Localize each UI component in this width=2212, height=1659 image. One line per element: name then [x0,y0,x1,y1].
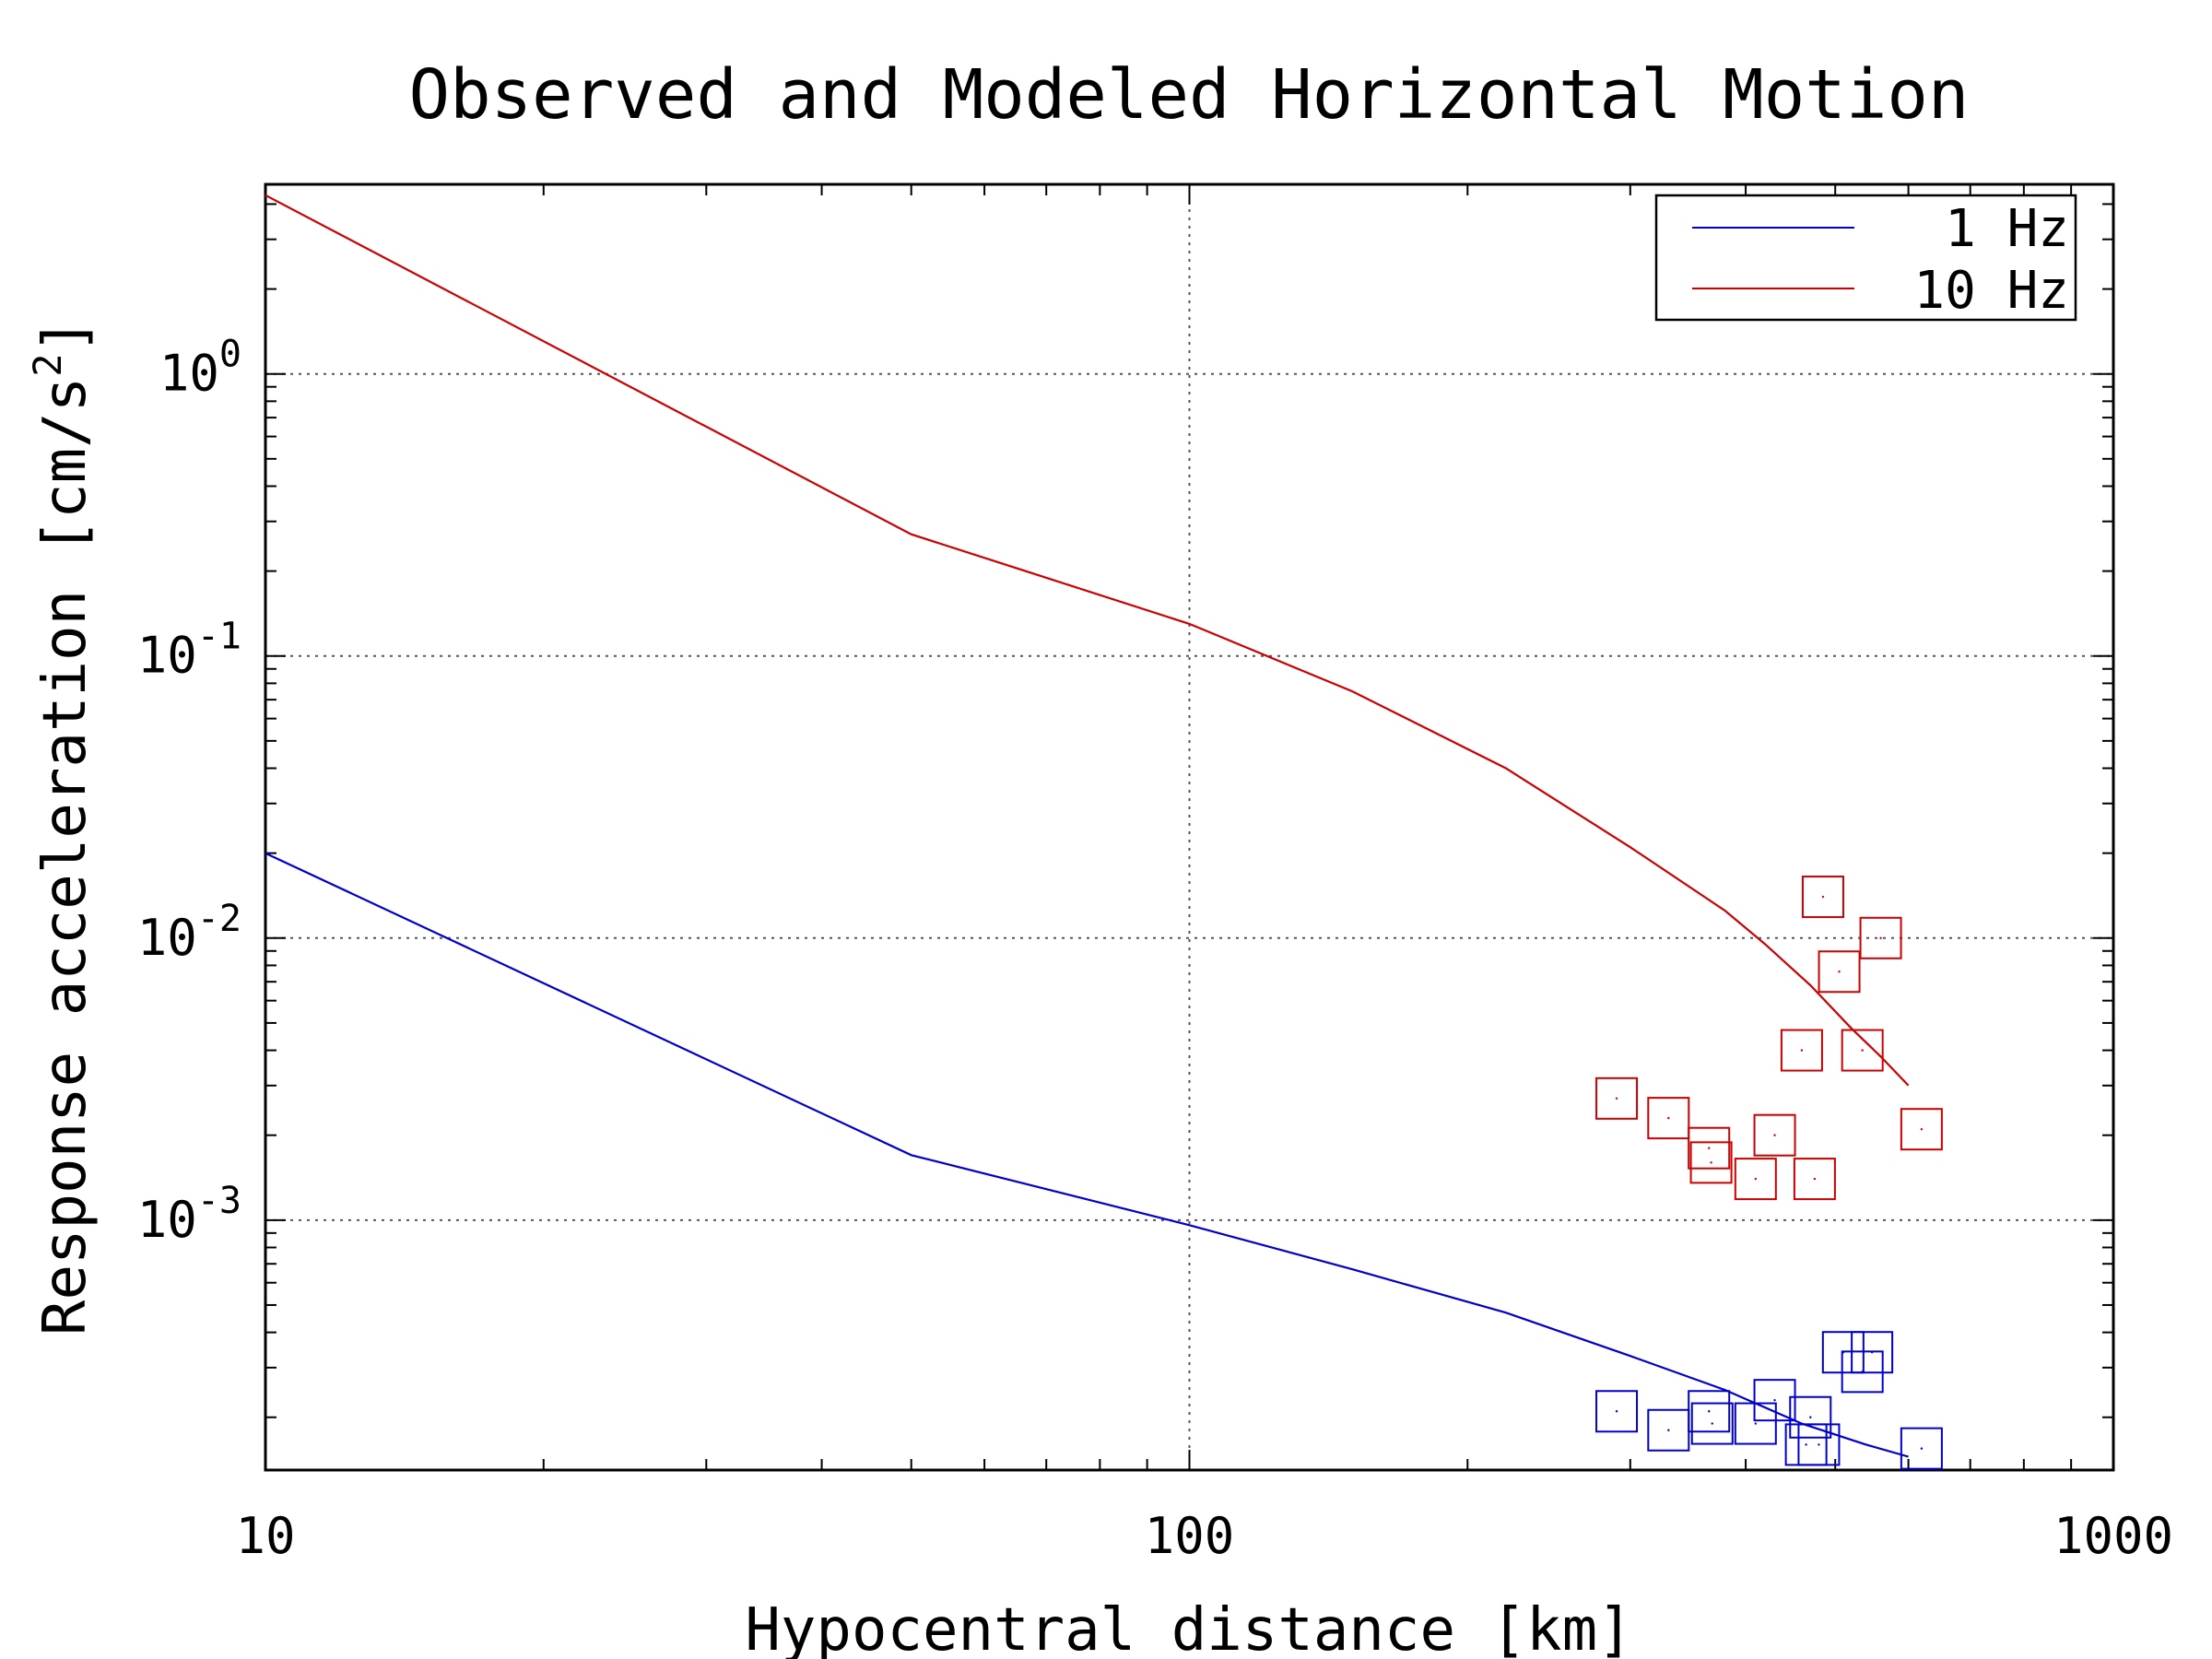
observed-point-10-hz [1841,1029,1884,1072]
observed-point-center-1-hz [1870,1351,1874,1354]
y-tick-label: 10-2 [137,898,241,967]
observed-point-1-hz [1734,1402,1777,1445]
y-axis-label-end: ] [31,318,100,354]
observed-point-10-hz [1780,1029,1823,1072]
y-tick-base: 10 [137,1191,197,1249]
y-axis-label-main: Response acceleration [cm/s [31,377,100,1335]
observed-point-center-1-hz [1920,1447,1924,1450]
observed-point-center-10-hz [1920,1128,1924,1131]
observed-point-center-10-hz [1615,1097,1618,1100]
observed-point-1-hz [1595,1390,1639,1433]
y-tick-exponent: -1 [197,616,241,658]
observed-point-10-hz [1801,876,1844,919]
observed-point-center-1-hz [1809,1416,1812,1418]
observed-point-center-1-hz [1615,1410,1618,1413]
observed-point-center-10-hz [1773,1134,1776,1136]
observed-point-10-hz [1859,916,1902,959]
observed-point-center-10-hz [1821,895,1825,899]
observed-point-1-hz [1789,1395,1832,1439]
y-tick-base: 10 [137,627,197,685]
model-line-1-hz [265,852,1909,1458]
y-tick-label: 10-3 [137,1180,241,1249]
y-tick-exponent: -2 [197,898,241,940]
observed-point-center-10-hz [1800,1049,1804,1052]
model-line-10-hz [265,194,1910,1087]
observed-point-center-1-hz [1707,1410,1711,1413]
observed-point-center-1-hz [1773,1398,1776,1402]
y-tick-base: 10 [137,909,197,967]
x-tick-label: 100 [1145,1507,1235,1565]
series-layer [265,194,1943,1470]
x-tick-label: 1000 [2053,1507,2173,1565]
observed-point-10-hz [1793,1158,1836,1201]
observed-point-10-hz [1647,1097,1690,1140]
chart-title: Observed and Modeled Horizontal Motion [409,55,1970,135]
observed-point-1-hz [1753,1379,1796,1422]
x-tick-label: 10 [235,1507,295,1565]
axis-ticks [265,184,2114,1470]
grid-lines [265,184,2113,1470]
y-tick-base: 10 [159,345,219,403]
observed-point-center-10-hz [1813,1177,1817,1181]
observed-point-center-10-hz [1879,936,1882,939]
observed-point-center-10-hz [1861,1049,1864,1052]
legend: 1 Hz 10 Hz [1654,194,2077,322]
observed-point-10-hz [1689,1141,1733,1184]
observed-point-1-hz [1797,1423,1841,1466]
x-axis-label: Hypocentral distance [km] [745,1596,1632,1659]
observed-point-10-hz [1753,1113,1796,1157]
y-tick-label: 100 [159,334,241,403]
y-axis-label-superscript: 2 [25,353,70,376]
y-tick-exponent: 0 [219,334,241,376]
observed-point-1-hz [1688,1390,1731,1433]
legend-label-1-hz: 1 Hz [1945,199,2069,259]
y-tick-label: 10-1 [137,616,241,685]
observed-point-center-10-hz [1707,1147,1711,1149]
observed-point-1-hz [1900,1427,1943,1470]
observed-point-1-hz [1851,1331,1894,1374]
observed-point-10-hz [1900,1108,1943,1151]
observed-point-10-hz [1818,950,1861,994]
observed-point-center-1-hz [1818,1443,1820,1446]
observed-point-center-10-hz [1838,971,1841,973]
y-axis-label: Response acceleration [cm/s2] [25,318,100,1335]
observed-point-10-hz [1595,1077,1639,1120]
observed-point-center-1-hz [1754,1422,1758,1425]
observed-point-center-1-hz [1667,1429,1670,1431]
y-tick-exponent: -3 [197,1180,241,1222]
observed-point-10-hz [1734,1158,1777,1201]
legend-box [1654,194,2077,322]
observed-point-1-hz [1690,1402,1734,1445]
observed-point-center-1-hz [1711,1422,1713,1425]
legend-label-10-hz: 10 Hz [1913,261,2069,321]
observed-point-center-10-hz [1667,1116,1670,1120]
observed-point-10-hz [1688,1126,1731,1170]
observed-point-center-10-hz [1710,1161,1712,1164]
observed-point-center-1-hz [1805,1443,1807,1446]
observed-point-center-10-hz [1754,1177,1758,1181]
